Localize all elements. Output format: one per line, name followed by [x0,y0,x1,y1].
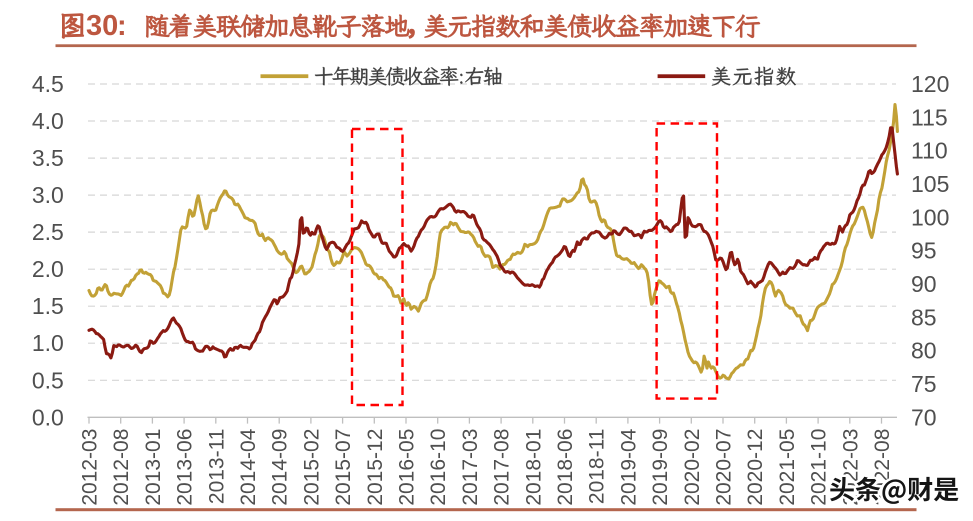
svg-text:2018-06: 2018-06 [554,429,577,506]
svg-text:2013-06: 2013-06 [174,429,197,506]
svg-text:2.5: 2.5 [32,219,64,245]
svg-text:2012-03: 2012-03 [79,429,102,506]
svg-text:0.5: 0.5 [32,367,64,393]
svg-text:2018-11: 2018-11 [586,429,609,505]
svg-text:95: 95 [911,238,937,264]
svg-text:75: 75 [911,371,937,397]
svg-text:2016-05: 2016-05 [396,429,419,506]
svg-text:1.5: 1.5 [32,293,64,319]
svg-text:2019-04: 2019-04 [617,428,640,505]
svg-text:105: 105 [911,171,949,197]
svg-text:2014-04: 2014-04 [237,428,260,505]
svg-text:100: 100 [911,204,949,230]
svg-text:2017-03: 2017-03 [459,429,482,506]
svg-text:85: 85 [911,304,937,330]
svg-text:90: 90 [911,271,937,297]
svg-text:2013-11: 2013-11 [205,429,228,505]
svg-text:120: 120 [911,71,949,97]
svg-text:2015-12: 2015-12 [364,429,387,506]
svg-text:2017-08: 2017-08 [491,429,514,506]
svg-text:110: 110 [911,138,948,164]
svg-text:2021-05: 2021-05 [776,429,799,506]
svg-text:30: 30 [86,10,118,42]
svg-text:2018-01: 2018-01 [522,429,545,506]
svg-text:3.0: 3.0 [32,182,64,208]
svg-text:2020-02: 2020-02 [681,429,704,506]
svg-text:2021-10: 2021-10 [808,429,831,506]
svg-text:80: 80 [911,338,937,364]
svg-text:115: 115 [911,104,948,130]
svg-text:3.5: 3.5 [32,145,64,171]
svg-text:2013-01: 2013-01 [142,429,165,506]
svg-text:1.0: 1.0 [32,330,64,356]
svg-text:2019-09: 2019-09 [649,429,672,506]
svg-text:2020-07: 2020-07 [713,429,736,506]
svg-text:0.0: 0.0 [32,404,64,430]
svg-text:2020-12: 2020-12 [744,429,767,506]
svg-text:2.0: 2.0 [32,256,64,282]
svg-text::: : [117,10,127,42]
svg-text:2012-08: 2012-08 [110,429,133,506]
svg-text:70: 70 [911,404,937,430]
svg-text:2016-10: 2016-10 [427,429,450,506]
svg-text:4.5: 4.5 [32,71,64,97]
svg-text:4.0: 4.0 [32,108,64,134]
svg-text:2015-07: 2015-07 [332,429,355,506]
svg-text:2014-09: 2014-09 [269,429,292,506]
svg-text:2015-02: 2015-02 [300,429,323,506]
